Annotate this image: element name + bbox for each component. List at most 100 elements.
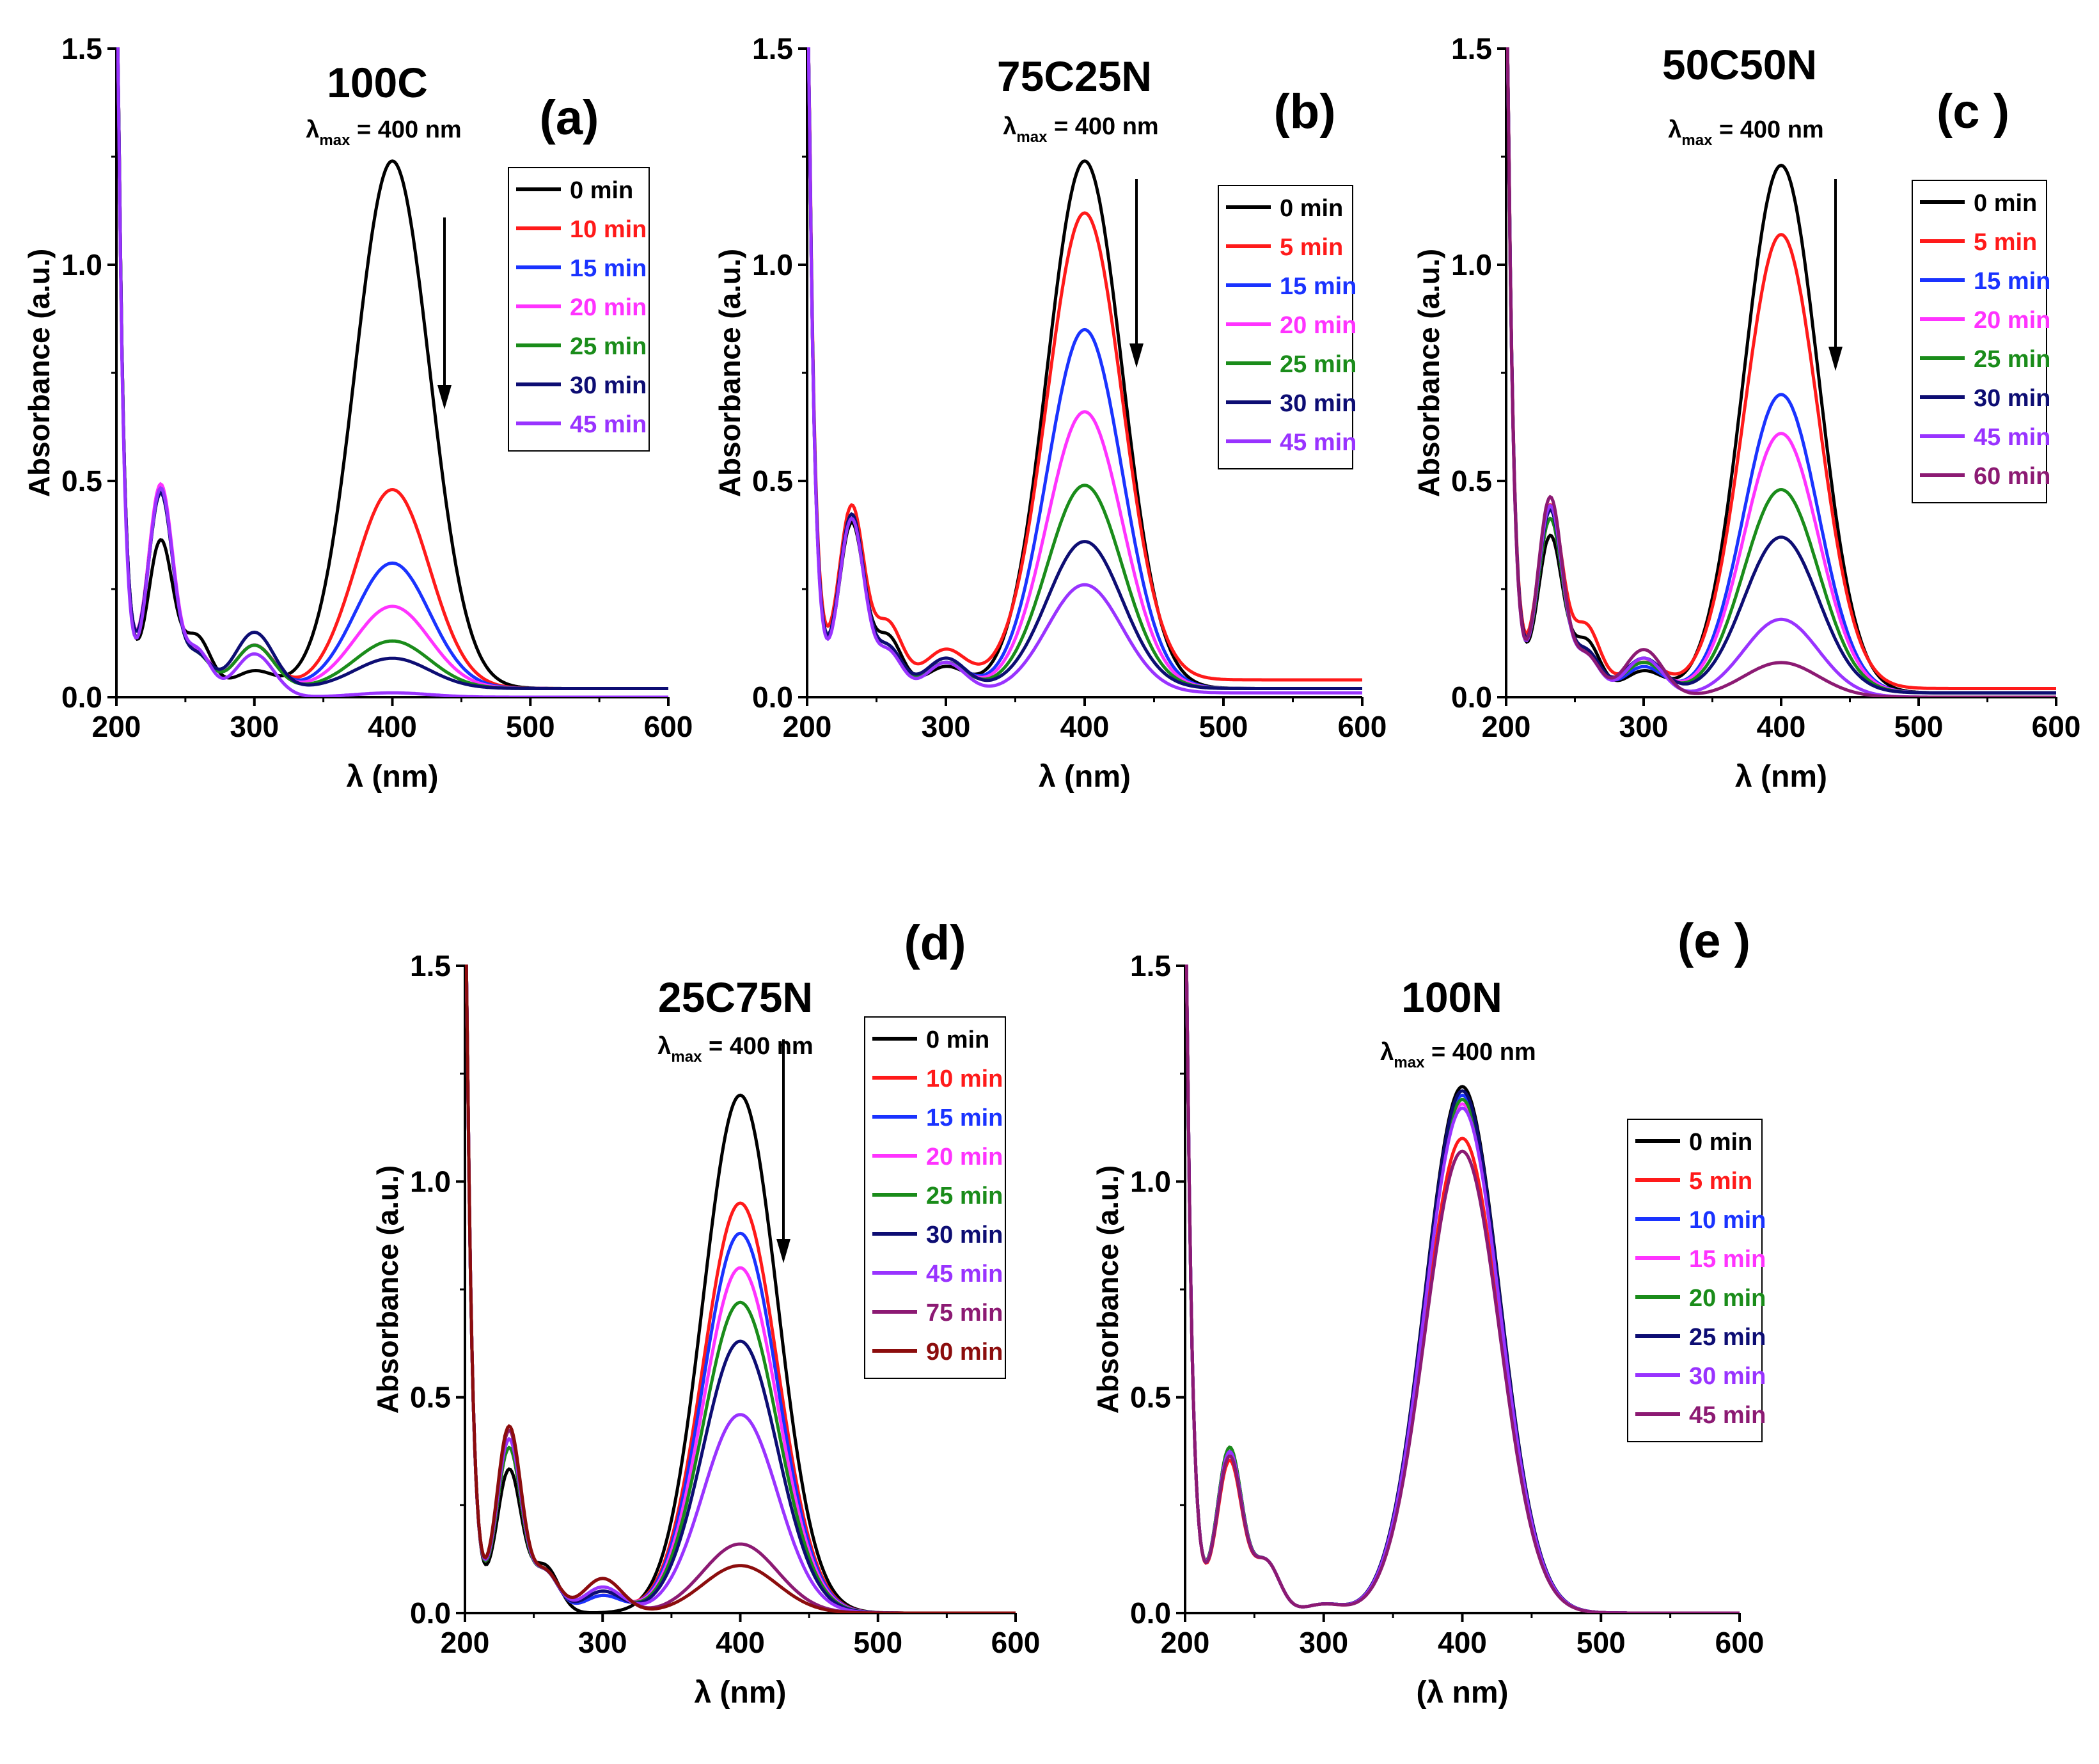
legend-label: 25 min [926, 1183, 1003, 1209]
y-tick-label: 1.5 [752, 32, 793, 65]
x-tick-label: 500 [853, 1626, 902, 1659]
y-tick-label: 1.5 [410, 949, 451, 982]
x-tick-label: 400 [716, 1626, 765, 1659]
legend-label: 20 min [1280, 312, 1356, 339]
y-tick-label: 0.0 [752, 681, 793, 714]
panel-title: 25C75N [658, 973, 813, 1021]
panel-title: 100C [327, 59, 428, 106]
series-lines [465, 965, 1016, 1613]
series-line-5-min [807, 47, 1362, 682]
panel-label: (b) [1273, 84, 1335, 139]
x-axis-label: λ (nm) [1735, 760, 1827, 794]
y-tick-label: 1.0 [1130, 1165, 1171, 1198]
x-tick-label: 500 [1894, 710, 1944, 743]
legend-label: 10 min [1689, 1207, 1766, 1234]
series-lines [807, 47, 1362, 695]
legend-label: 0 min [1280, 195, 1343, 222]
lambda-max-label: λmax = 400 nm [657, 1033, 813, 1066]
decrease-arrow [437, 217, 452, 409]
lambda-max-label: λmax = 400 nm [306, 116, 461, 149]
legend-label: 25 min [570, 333, 647, 360]
x-tick-label: 600 [2032, 710, 2081, 743]
legend-label: 0 min [1974, 190, 2037, 217]
x-axis-label: (λ nm) [1417, 1676, 1509, 1710]
decrease-arrow [1129, 179, 1144, 368]
series-line-60-min [1506, 47, 2056, 697]
x-tick-label: 400 [1060, 710, 1110, 743]
legend-label: 5 min [1689, 1168, 1752, 1195]
series-line-30-min [1506, 47, 2056, 695]
legend-label: 30 min [1974, 385, 2050, 412]
x-tick-label: 400 [1757, 710, 1806, 743]
x-tick-label: 400 [368, 710, 417, 743]
legend-label: 0 min [1689, 1129, 1752, 1156]
panel-label: (e ) [1678, 914, 1750, 968]
decrease-arrow [776, 1039, 790, 1263]
legend-label: 0 min [570, 177, 633, 204]
legend-label: 15 min [926, 1105, 1003, 1131]
legend-label: 5 min [1974, 229, 2037, 256]
legend-label: 15 min [1974, 268, 2050, 295]
legend-label: 60 min [1974, 463, 2050, 490]
legend-box [508, 167, 650, 452]
x-tick-label: 300 [578, 1626, 627, 1659]
y-tick-label: 1.5 [1130, 949, 1171, 982]
legend-label: 75 min [926, 1300, 1003, 1327]
series-lines [1506, 47, 2056, 697]
y-tick-label: 0.0 [1130, 1596, 1171, 1630]
y-tick-label: 0.0 [1451, 681, 1492, 714]
legend-label: 20 min [1974, 307, 2050, 334]
panel-title: 75C25N [997, 52, 1152, 100]
panel-label: (c ) [1937, 84, 2009, 139]
legend: 0 min 10 min 15 min 20 min 25 min 30 min 45 mi… [508, 167, 650, 452]
legend-label: 25 min [1974, 346, 2050, 373]
y-tick-label: 0.5 [61, 464, 102, 498]
panel-label: (a) [540, 91, 599, 145]
x-tick-label: 200 [92, 710, 141, 743]
x-axis-label: λ (nm) [347, 760, 439, 794]
panel-title: 100N [1401, 973, 1502, 1021]
legend-label: 15 min [570, 255, 647, 282]
panel-d: 200 300 400 500 600 0.0 0.5 1.0 1.5 λ (nm) Absorba… [371, 916, 1040, 1710]
series-lines [116, 47, 668, 697]
x-tick-label: 200 [441, 1626, 490, 1659]
y-tick-label: 1.5 [1451, 32, 1492, 65]
x-tick-label: 300 [230, 710, 279, 743]
legend: 0 min 5 min 15 min 20 min 25 min 30 min 45 min [1218, 185, 1356, 469]
x-tick-label: 500 [506, 710, 555, 743]
panel-label: (d) [904, 916, 966, 970]
y-axis-label: Absorbance (a.u.) [371, 1165, 404, 1414]
series-line-45-min [807, 47, 1362, 695]
y-axis-label: Absorbance (a.u.) [1412, 249, 1445, 498]
y-tick-label: 0.0 [410, 1596, 451, 1630]
x-tick-label: 300 [922, 710, 971, 743]
legend-label: 30 min [570, 372, 647, 399]
legend-box [1218, 185, 1353, 469]
y-axis-label: Absorbance (a.u.) [22, 249, 56, 498]
legend-label: 30 min [1689, 1363, 1766, 1390]
legend-box [864, 1016, 1006, 1379]
y-tick-label: 0.5 [410, 1381, 451, 1414]
x-tick-label: 300 [1619, 710, 1669, 743]
legend-label: 45 min [570, 411, 647, 438]
y-tick-label: 0.5 [1451, 464, 1492, 498]
x-tick-label: 200 [1161, 1626, 1210, 1659]
x-axis-label: λ (nm) [1039, 760, 1131, 794]
series-line-90-min [465, 965, 1016, 1613]
legend-label: 45 min [1689, 1402, 1766, 1429]
legend-label: 90 min [926, 1339, 1003, 1366]
legend-label: 20 min [570, 294, 647, 321]
legend-label: 25 min [1280, 351, 1356, 378]
x-tick-label: 600 [1338, 710, 1387, 743]
y-axis-label: Absorbance (a.u.) [1091, 1165, 1124, 1414]
x-tick-label: 500 [1199, 710, 1248, 743]
legend-label: 0 min [926, 1027, 989, 1053]
panel-e: 200 300 400 500 600 0.0 0.5 1.0 1.5 (λ nm) Absorba… [1091, 914, 1766, 1710]
series-line-45-min [116, 47, 668, 697]
decrease-arrow [1828, 179, 1843, 371]
legend: 0 min 5 min 10 min 15 min 20 min 25 min 30 min… [1627, 1119, 1766, 1442]
legend-label: 5 min [1280, 234, 1343, 261]
x-tick-label: 200 [1482, 710, 1531, 743]
legend: 0 min 5 min 15 min 20 min 25 min 30 min 45 min… [1912, 180, 2050, 503]
